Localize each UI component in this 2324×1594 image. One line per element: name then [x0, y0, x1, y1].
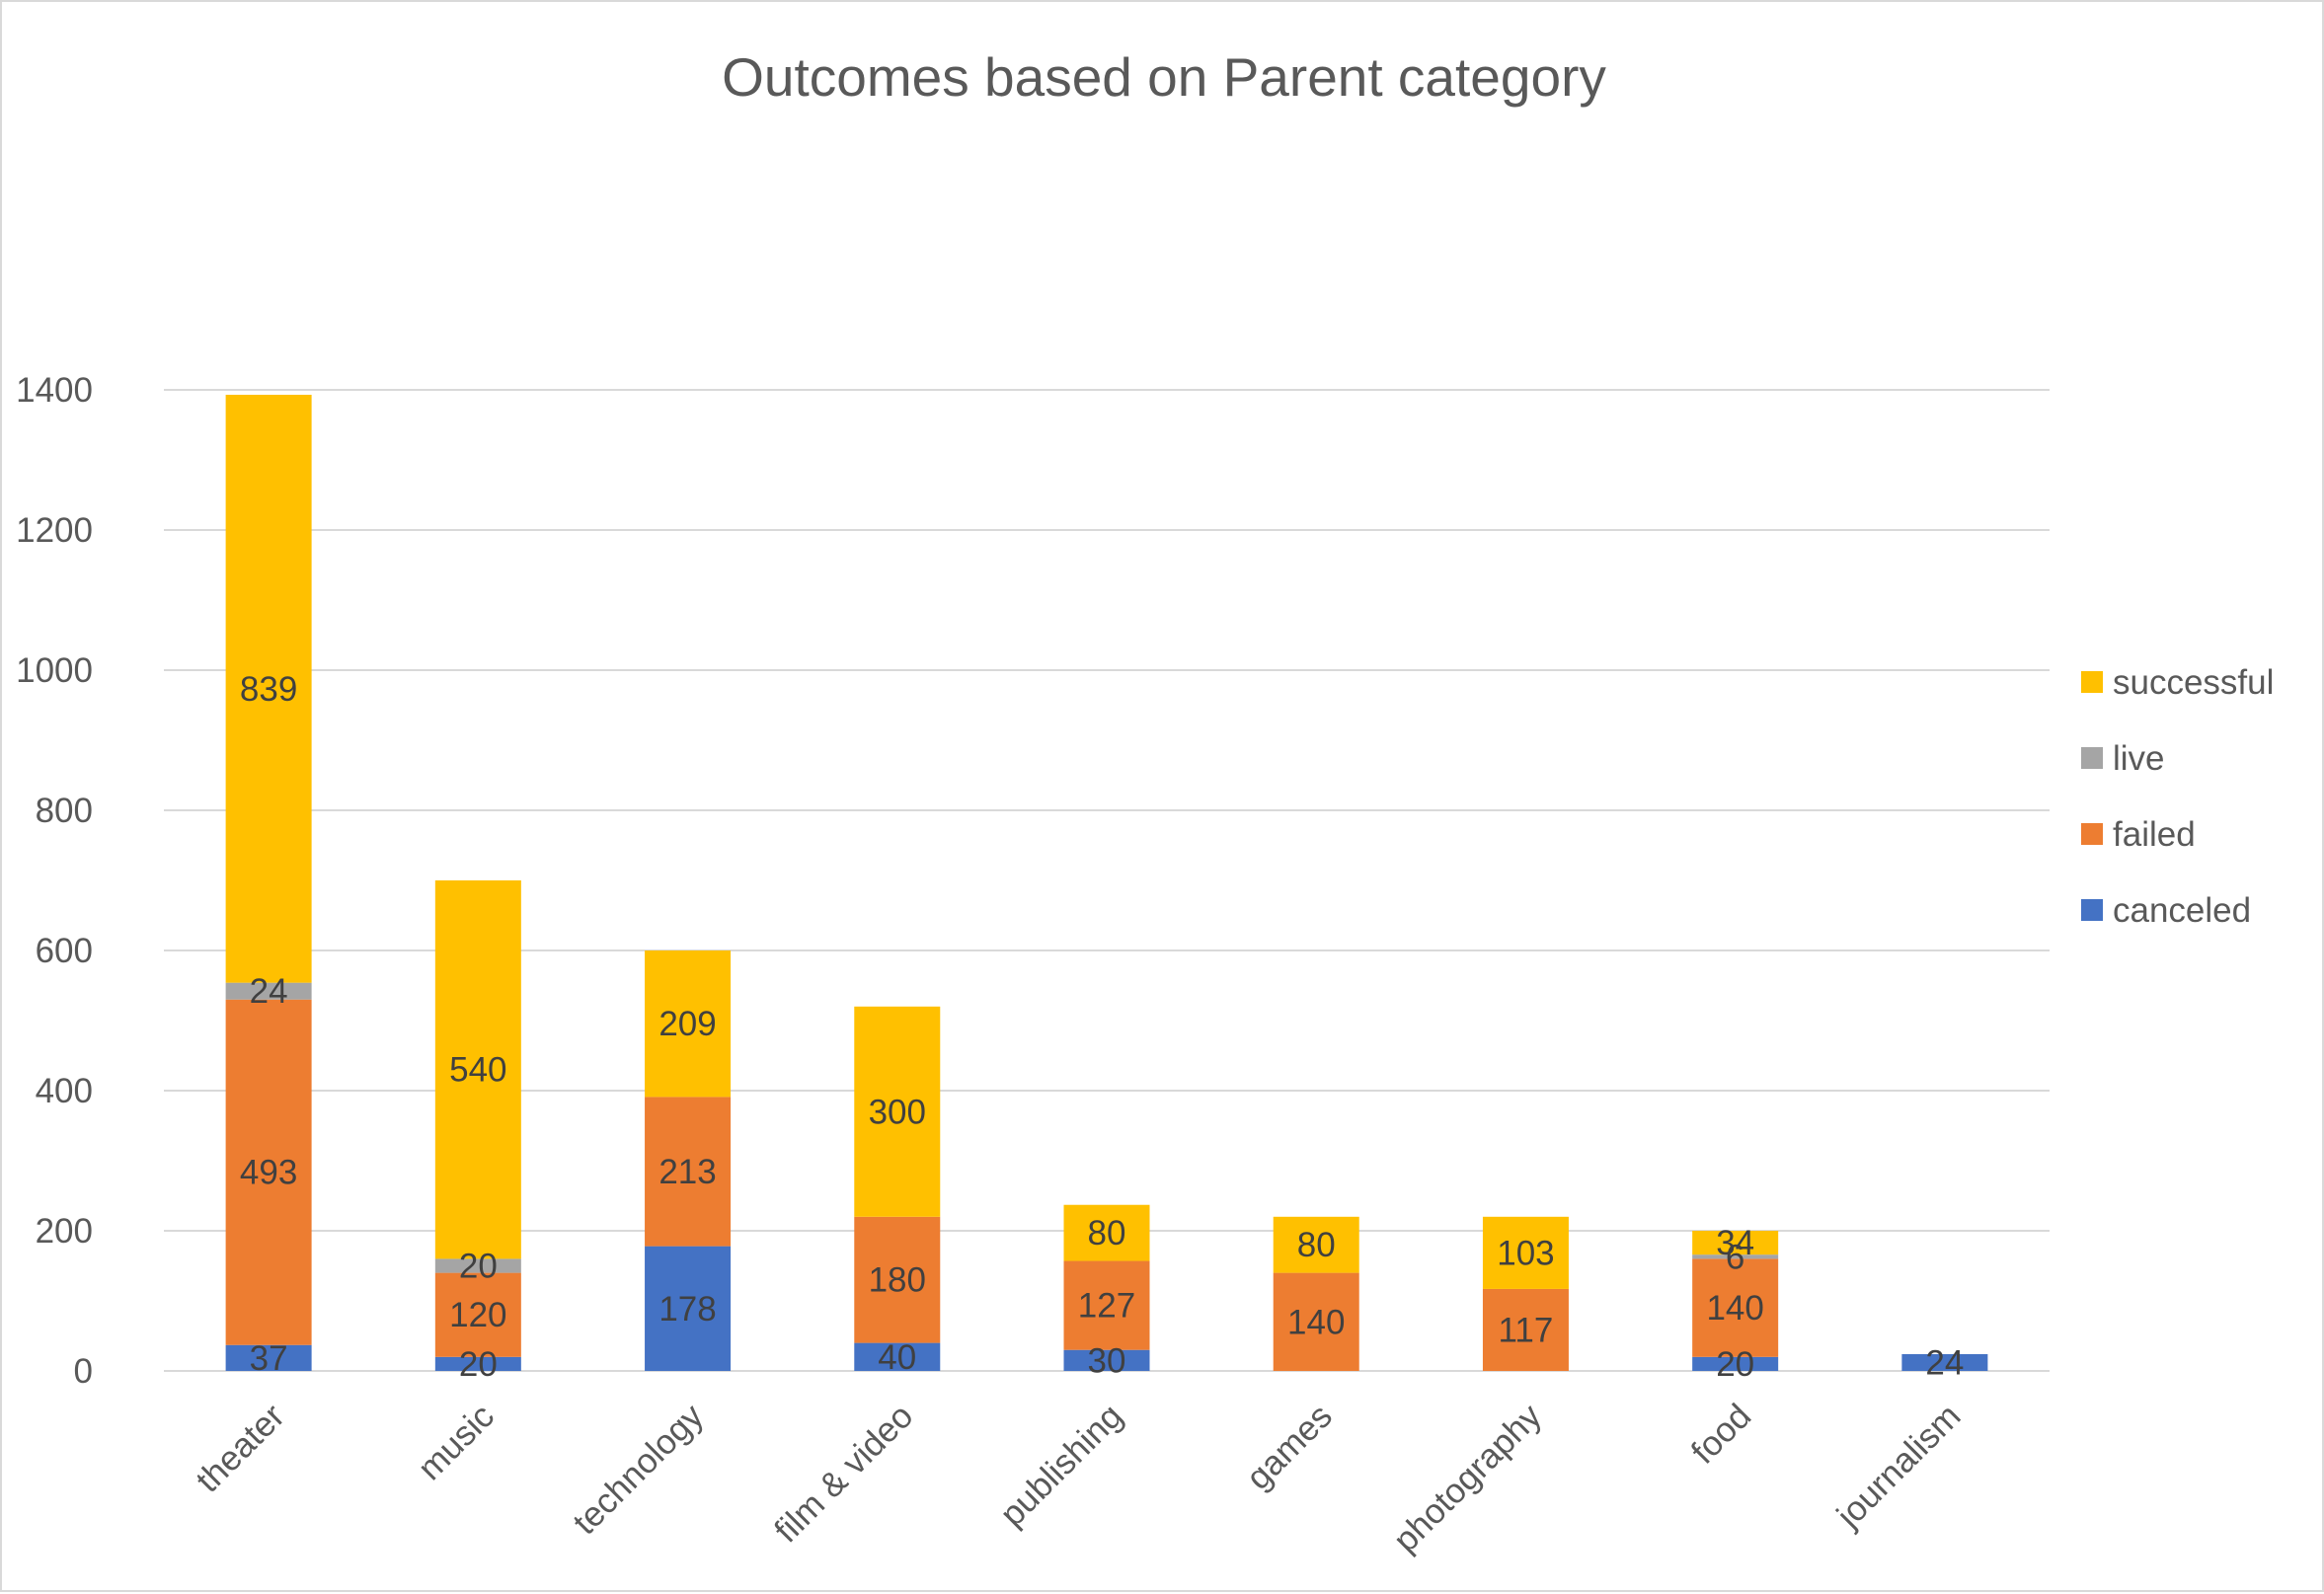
x-tick-label-film-video: film & video	[767, 1397, 920, 1550]
bar-music-failed	[434, 1272, 521, 1357]
data-label-food-failed: 140	[1706, 1289, 1763, 1328]
data-label-journalism-canceled: 24	[1925, 1343, 1964, 1382]
data-label-publishing-successful: 80	[1088, 1214, 1126, 1252]
data-label-film-video-successful: 300	[869, 1093, 926, 1131]
legend-swatch-successful	[2081, 671, 2103, 693]
data-label-technology-failed: 213	[658, 1153, 716, 1191]
bar-technology-successful	[645, 950, 732, 1098]
legend-label-successful: successful	[2113, 663, 2274, 702]
x-tick-label-journalism: journalism	[1828, 1397, 1968, 1536]
bar-technology-failed	[645, 1097, 732, 1247]
data-label-food-live: 6	[1726, 1238, 1744, 1276]
data-label-film-video-canceled: 40	[878, 1338, 916, 1377]
x-tick-label-technology: technology	[566, 1397, 712, 1543]
data-label-games-successful: 80	[1297, 1226, 1336, 1264]
bar-food-failed	[1692, 1258, 1779, 1357]
data-label-photography-failed: 117	[1499, 1311, 1554, 1349]
bar-film-video-successful	[854, 1006, 941, 1217]
data-label-technology-successful: 209	[658, 1005, 716, 1043]
bar-games-failed	[1273, 1272, 1359, 1371]
data-label-music-live: 20	[459, 1248, 498, 1286]
x-tick-label-theater: theater	[189, 1397, 292, 1500]
data-label-theater-successful: 839	[240, 670, 297, 709]
data-label-music-failed: 120	[449, 1296, 506, 1334]
bar-journalism-canceled	[1901, 1353, 1988, 1371]
bar-food-successful	[1692, 1231, 1779, 1255]
data-label-food-successful: 34	[1716, 1224, 1754, 1262]
data-label-food-canceled: 20	[1716, 1345, 1754, 1384]
chart-title: Outcomes based on Parent category	[722, 46, 1606, 108]
bar-food-canceled	[1692, 1356, 1779, 1371]
bar-theater-successful	[225, 394, 312, 983]
data-label-publishing-canceled: 30	[1088, 1341, 1126, 1380]
bar-music-canceled	[434, 1356, 521, 1371]
x-tick-label-food: food	[1684, 1397, 1759, 1472]
y-tick-label: 0	[74, 1352, 93, 1391]
bar-technology-canceled	[645, 1246, 732, 1371]
bar-music-successful	[434, 880, 521, 1259]
y-tick-label: 1200	[16, 511, 93, 550]
bar-food-live	[1692, 1254, 1779, 1259]
x-tick-label-publishing: publishing	[993, 1397, 1130, 1534]
legend-label-failed: failed	[2113, 815, 2196, 854]
data-label-games-failed: 140	[1287, 1303, 1345, 1341]
data-label-theater-canceled: 37	[250, 1339, 288, 1378]
bar-film-video-canceled	[854, 1342, 941, 1371]
data-labels: 37 493 24 839 20 120 20 540 178 213 209 40 180 300 30 1…	[240, 670, 1964, 1384]
legend-label-canceled: canceled	[2113, 891, 2251, 930]
x-tick-label-photography: photography	[1386, 1397, 1550, 1560]
legend-swatch-canceled	[2081, 899, 2103, 921]
x-tick-label-games: games	[1239, 1397, 1340, 1497]
y-axis-ticks: 0 200 400 600 800 1000 1200 1400	[16, 371, 93, 1391]
legend-swatch-failed	[2081, 823, 2103, 845]
x-axis-ticks: theater music technology film & video publis…	[189, 1397, 1968, 1560]
bar-film-video-failed	[854, 1216, 941, 1343]
bar-theater-canceled	[225, 1344, 312, 1371]
legend-swatch-live	[2081, 747, 2103, 769]
bars	[225, 394, 1988, 1371]
legend: successful live failed canceled	[2081, 663, 2274, 930]
bar-publishing-successful	[1063, 1204, 1150, 1261]
bar-music-live	[434, 1258, 521, 1273]
data-label-photography-successful: 103	[1497, 1234, 1554, 1272]
y-tick-label: 1400	[16, 371, 93, 410]
bar-publishing-failed	[1063, 1260, 1150, 1350]
x-tick-label-music: music	[411, 1397, 502, 1487]
data-label-theater-live: 24	[250, 972, 288, 1011]
data-label-music-canceled: 20	[459, 1345, 498, 1384]
y-tick-label: 400	[36, 1072, 93, 1110]
data-label-technology-canceled: 178	[658, 1290, 716, 1328]
bar-photography-failed	[1482, 1288, 1569, 1371]
legend-label-live: live	[2113, 739, 2165, 778]
y-tick-label: 800	[36, 792, 93, 830]
bar-games-successful	[1273, 1216, 1359, 1273]
y-tick-label: 200	[36, 1212, 93, 1251]
bar-publishing-canceled	[1063, 1349, 1150, 1371]
data-label-publishing-failed: 127	[1078, 1287, 1135, 1326]
data-label-theater-failed: 493	[240, 1154, 297, 1192]
data-label-film-video-failed: 180	[869, 1261, 926, 1300]
bar-photography-successful	[1482, 1216, 1569, 1289]
y-tick-label: 600	[36, 932, 93, 970]
data-label-music-successful: 540	[449, 1051, 506, 1090]
bar-theater-failed	[225, 999, 312, 1345]
bar-theater-live	[225, 982, 312, 1000]
y-tick-label: 1000	[16, 651, 93, 690]
